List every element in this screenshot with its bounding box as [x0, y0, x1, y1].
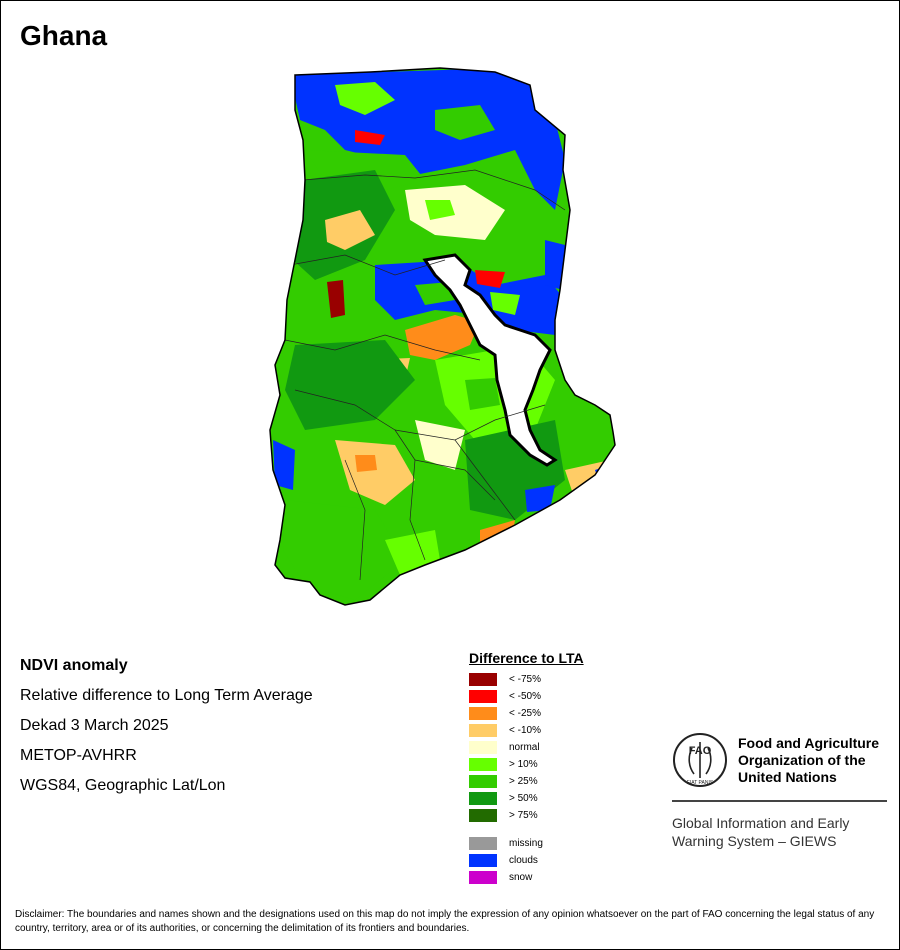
legend-title: Difference to LTA — [469, 650, 584, 666]
legend-swatch — [469, 871, 497, 884]
legend-item: < -50% — [469, 688, 584, 705]
giews-line: Global Information and Early — [672, 815, 850, 831]
giews-name: Global Information and Early Warning Sys… — [672, 814, 900, 850]
legend-label: snow — [509, 872, 533, 883]
disclaimer: Disclaimer: The boundaries and names sho… — [15, 909, 875, 934]
legend-label: > 10% — [509, 759, 538, 770]
fao-organization-name: Food and Agriculture Organization of the… — [738, 735, 900, 786]
legend-swatch — [469, 724, 497, 737]
legend-label: > 75% — [509, 810, 538, 821]
fao-logo-icon: FAO FIAT PANIS — [673, 733, 727, 787]
legend-swatch — [469, 854, 497, 867]
info-product: NDVI anomaly — [20, 657, 128, 674]
legend-swatch — [469, 690, 497, 703]
legend-item: normal — [469, 739, 584, 756]
divider — [672, 800, 887, 802]
legend-swatch — [469, 673, 497, 686]
legend-label: missing — [509, 838, 543, 849]
legend-swatch — [469, 775, 497, 788]
legend-classes: < -75% < -50% < -25% < -10% normal > 10%… — [469, 671, 584, 824]
legend-swatch — [469, 707, 497, 720]
legend-label: < -10% — [509, 725, 541, 736]
info-sensor: METOP-AVHRR — [20, 747, 137, 764]
legend-item: > 75% — [469, 807, 584, 824]
legend-item: < -25% — [469, 705, 584, 722]
legend-swatch — [469, 809, 497, 822]
legend-item: clouds — [469, 852, 584, 869]
legend-other: missing clouds snow — [469, 835, 584, 886]
fao-name-line: Food and Agriculture — [738, 735, 880, 751]
giews-line: Warning System – GIEWS — [672, 833, 837, 849]
legend-label: < -25% — [509, 708, 541, 719]
admin-boundaries — [284, 169, 566, 581]
legend-label: > 50% — [509, 793, 538, 804]
info-period: Dekad 3 March 2025 — [20, 717, 169, 734]
legend-item: > 50% — [469, 790, 584, 807]
legend-item: > 10% — [469, 756, 584, 773]
legend-item: < -10% — [469, 722, 584, 739]
legend-swatch — [469, 837, 497, 850]
legend-swatch — [469, 741, 497, 754]
map-title: Ghana — [20, 20, 108, 51]
fao-name-line: United Nations — [738, 769, 837, 785]
info-projection: WGS84, Geographic Lat/Lon — [20, 777, 226, 794]
legend-swatch — [469, 792, 497, 805]
legend-label: clouds — [509, 855, 538, 866]
fao-name-line: Organization of the — [738, 752, 866, 768]
legend-item: missing — [469, 835, 584, 852]
legend-swatch — [469, 758, 497, 771]
fao-logo-text: FAO — [689, 745, 712, 757]
legend-label: < -50% — [509, 691, 541, 702]
info-description: Relative difference to Long Term Average — [20, 687, 313, 704]
fao-logo-motto: FIAT PANIS — [687, 780, 714, 786]
map-legend: Difference to LTA < -75% < -50% < -25% <… — [469, 650, 584, 886]
legend-item: < -75% — [469, 671, 584, 688]
legend-label: < -75% — [509, 674, 541, 685]
legend-label: > 25% — [509, 776, 538, 787]
legend-label: normal — [509, 742, 540, 753]
ndvi-raster — [270, 68, 615, 605]
legend-item: > 25% — [469, 773, 584, 790]
ghana-ndvi-map — [269, 67, 616, 606]
map-info: NDVI anomaly Relative difference to Long… — [20, 656, 313, 806]
legend-item: snow — [469, 869, 584, 886]
